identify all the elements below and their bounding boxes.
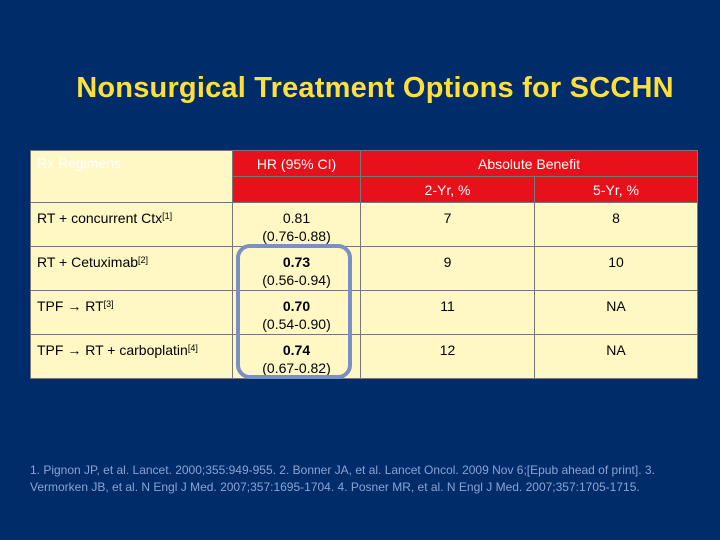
hr-value: 0.74 — [282, 342, 311, 358]
ci-value: (0.56-0.94) — [262, 272, 331, 288]
regimen-label: RT + Cetuximab — [37, 254, 139, 270]
table-row: TPF → RT + carboplatin[4] 0.74 (0.67-0.82… — [30, 334, 698, 379]
table-row: RT + concurrent Ctx[1] 0.81 (0.76-0.88) 7… — [30, 202, 698, 247]
ci-value: (0.76-0.88) — [262, 228, 331, 244]
hr-value: 0.70 — [282, 298, 311, 314]
benefit-5yr: NA — [606, 298, 626, 314]
benefit-2yr: 11 — [440, 298, 455, 314]
reference-marker: [1] — [162, 211, 173, 221]
regimen-label: TPF → RT + carboplatin — [37, 342, 188, 358]
header-2yr: 2-Yr, % — [360, 176, 535, 203]
ci-value: (0.67-0.82) — [262, 360, 331, 376]
reference-marker: [2] — [138, 255, 149, 265]
benefit-5yr: 10 — [608, 254, 624, 270]
treatment-table: Rx Regimens HR (95% CI) Absolute Benefit… — [30, 150, 698, 379]
benefit-5yr: NA — [606, 342, 626, 358]
slide-title: Nonsurgical Treatment Options for SCCHN — [76, 72, 674, 104]
regimen-label: TPF → RT — [37, 298, 104, 314]
regimen-label: RT + concurrent Ctx — [37, 210, 163, 226]
table-row: TPF → RT[3] 0.70 (0.54-0.90) 11 NA — [30, 290, 698, 335]
references-footnote: 1. Pignon JP, et al. Lancet. 2000;355:94… — [30, 463, 655, 494]
table-row: RT + Cetuximab[2] 0.73 (0.56-0.94) 9 10 — [30, 246, 698, 291]
reference-marker: [4] — [187, 343, 198, 353]
header-hr-blank — [232, 176, 361, 203]
hr-value: 0.73 — [282, 254, 311, 270]
header-hr: HR (95% CI) — [232, 150, 361, 177]
benefit-5yr: 8 — [612, 210, 620, 226]
header-5yr: 5-Yr, % — [534, 176, 698, 203]
benefit-2yr: 9 — [443, 254, 452, 270]
header-regimens: Rx Regimens — [30, 150, 233, 203]
reference-marker: [3] — [103, 299, 114, 309]
benefit-2yr: 7 — [443, 210, 452, 226]
benefit-2yr: 12 — [439, 342, 456, 358]
header-absolute-benefit: Absolute Benefit — [360, 150, 698, 177]
ci-value: (0.54-0.90) — [262, 316, 331, 332]
hr-value: 0.81 — [282, 210, 311, 226]
